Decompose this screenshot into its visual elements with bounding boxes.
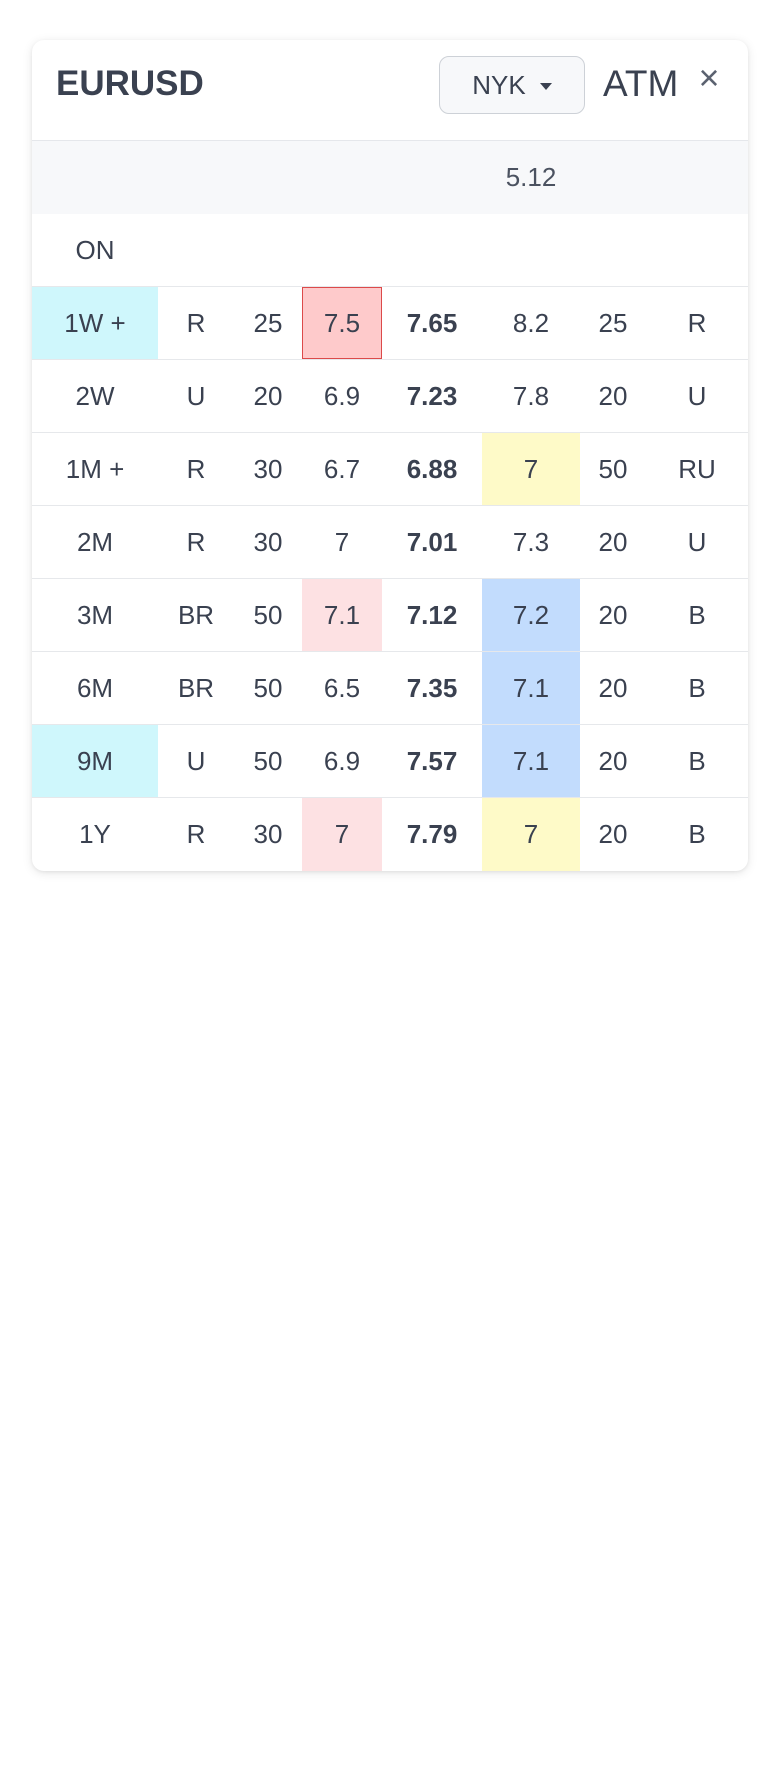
- table-row: 6M BR 50 6.5 7.35 7.1 20 B: [32, 652, 748, 725]
- bid-flag-cell[interactable]: R: [186, 526, 206, 557]
- ask-flag-cell[interactable]: B: [688, 819, 706, 849]
- bid-flag-cell[interactable]: R: [186, 453, 206, 484]
- bid-flag-cell[interactable]: R: [186, 307, 206, 338]
- bid-vol-cell[interactable]: 6.7: [323, 453, 361, 484]
- bid-size-cell[interactable]: 50: [253, 599, 283, 630]
- ask-flag-cell[interactable]: B: [688, 599, 706, 630]
- bid-size-cell[interactable]: 50: [253, 672, 283, 703]
- bid-vol-cell[interactable]: 7.5: [302, 287, 382, 359]
- bid-size-cell[interactable]: [234, 214, 302, 286]
- bid-vol-cell[interactable]: 6.9: [323, 380, 361, 411]
- ask-flag-cell[interactable]: R: [687, 307, 707, 338]
- location-dropdown[interactable]: NYK: [439, 56, 585, 114]
- mid-vol-cell[interactable]: 7.01: [406, 526, 458, 557]
- ask-flag-cell[interactable]: [646, 214, 748, 286]
- tenor-cell[interactable]: 1M +: [65, 453, 125, 484]
- bid-vol-cell[interactable]: 6.5: [323, 672, 361, 703]
- ask-vol-cell[interactable]: 7: [482, 433, 580, 505]
- table-row: ON: [32, 214, 748, 287]
- ask-size-cell[interactable]: 20: [598, 526, 628, 557]
- mid-vol-cell[interactable]: [382, 214, 482, 286]
- ask-vol-cell[interactable]: 7.2: [482, 579, 580, 651]
- bid-size-cell[interactable]: 30: [253, 526, 283, 557]
- location-dropdown-label: NYK: [472, 69, 526, 100]
- ask-vol-cell[interactable]: 7: [482, 798, 580, 871]
- mode-label: ATM: [603, 63, 679, 104]
- bid-flag-cell[interactable]: BR: [177, 599, 215, 630]
- ask-size-cell[interactable]: 20: [598, 745, 628, 776]
- bid-size-cell[interactable]: 50: [253, 745, 283, 776]
- bid-vol-cell[interactable]: [302, 214, 382, 286]
- ask-flag-cell[interactable]: B: [688, 672, 706, 703]
- bid-flag-cell[interactable]: BR: [177, 672, 215, 703]
- bid-flag-cell[interactable]: U: [186, 745, 206, 776]
- ask-size-cell[interactable]: 20: [598, 599, 628, 630]
- mid-vol-cell[interactable]: 7.57: [406, 745, 458, 776]
- bid-vol-cell[interactable]: 7: [302, 798, 382, 871]
- tenor-cell[interactable]: 1Y: [79, 819, 111, 849]
- ask-vol-cell[interactable]: 8.2: [512, 307, 550, 338]
- bid-flag-cell[interactable]: R: [186, 819, 206, 849]
- ask-vol-cell[interactable]: 7.1: [482, 652, 580, 724]
- ask-vol-cell[interactable]: 7.1: [482, 725, 580, 797]
- tenor-cell[interactable]: ON: [75, 234, 115, 265]
- mid-vol-cell[interactable]: 7.12: [406, 599, 458, 630]
- bid-size-cell[interactable]: 20: [253, 380, 283, 411]
- tenor-cell[interactable]: 2M: [76, 526, 114, 557]
- close-icon[interactable]: ×: [698, 57, 720, 98]
- ask-flag-cell[interactable]: B: [688, 745, 706, 776]
- vol-grid-panel: EURUSD NYK ATM × 5.12 ON: [32, 40, 748, 871]
- mid-vol-cell[interactable]: 7.35: [406, 672, 458, 703]
- ask-size-cell[interactable]: 20: [598, 380, 628, 411]
- bid-flag-cell[interactable]: U: [186, 380, 206, 411]
- atm-value: 5.12: [505, 162, 557, 192]
- table-row: 1W + R 25 7.5 7.65 8.2 25 R: [32, 287, 748, 360]
- mid-vol-cell[interactable]: 7.65: [406, 307, 458, 338]
- ask-vol-cell[interactable]: 7.3: [512, 526, 550, 557]
- tenor-cell[interactable]: 3M: [76, 599, 114, 630]
- table-row: 2W U 20 6.9 7.23 7.8 20 U: [32, 360, 748, 433]
- bid-vol-cell[interactable]: 7.1: [302, 579, 382, 651]
- tenor-cell[interactable]: 9M: [32, 725, 158, 797]
- ask-flag-cell[interactable]: RU: [678, 453, 716, 484]
- ask-flag-cell[interactable]: U: [687, 526, 707, 557]
- table-row: 3M BR 50 7.1 7.12 7.2 20 B: [32, 579, 748, 652]
- atm-row: 5.12: [32, 141, 748, 214]
- bid-flag-cell[interactable]: [158, 214, 234, 286]
- vol-table: 5.12 ON 1W + R 25 7.5 7.65 8.2 25 R: [32, 141, 748, 871]
- tenor-cell[interactable]: 6M: [76, 672, 114, 703]
- caret-down-icon: [539, 82, 552, 90]
- mid-vol-cell[interactable]: 6.88: [406, 453, 458, 484]
- bid-size-cell[interactable]: 30: [253, 453, 283, 484]
- ask-vol-cell[interactable]: 7.8: [512, 380, 550, 411]
- table-row: 9M U 50 6.9 7.57 7.1 20 B: [32, 725, 748, 798]
- tenor-cell[interactable]: 2W: [75, 380, 115, 411]
- ask-vol-cell[interactable]: [482, 214, 580, 286]
- ask-flag-cell[interactable]: U: [687, 380, 707, 411]
- ask-size-cell[interactable]: 50: [598, 453, 628, 484]
- ask-size-cell[interactable]: [580, 214, 646, 286]
- mid-vol-cell[interactable]: 7.79: [406, 819, 458, 849]
- table-row: 1Y R 30 7 7.79 7 20 B: [32, 798, 748, 871]
- panel-header: EURUSD NYK ATM ×: [32, 40, 748, 141]
- currency-pair-title: EURUSD: [56, 64, 204, 103]
- ask-size-cell[interactable]: 20: [598, 819, 628, 849]
- tenor-cell[interactable]: 1W +: [32, 287, 158, 359]
- table-row: 2M R 30 7 7.01 7.3 20 U: [32, 506, 748, 579]
- bid-vol-cell[interactable]: 6.9: [323, 745, 361, 776]
- bid-size-cell[interactable]: 25: [253, 307, 283, 338]
- ask-size-cell[interactable]: 20: [598, 672, 628, 703]
- bid-vol-cell[interactable]: 7: [334, 526, 350, 557]
- table-row: 1M + R 30 6.7 6.88 7 50 RU: [32, 433, 748, 506]
- mid-vol-cell[interactable]: 7.23: [406, 380, 458, 411]
- bid-size-cell[interactable]: 30: [253, 819, 283, 849]
- ask-size-cell[interactable]: 25: [598, 307, 628, 338]
